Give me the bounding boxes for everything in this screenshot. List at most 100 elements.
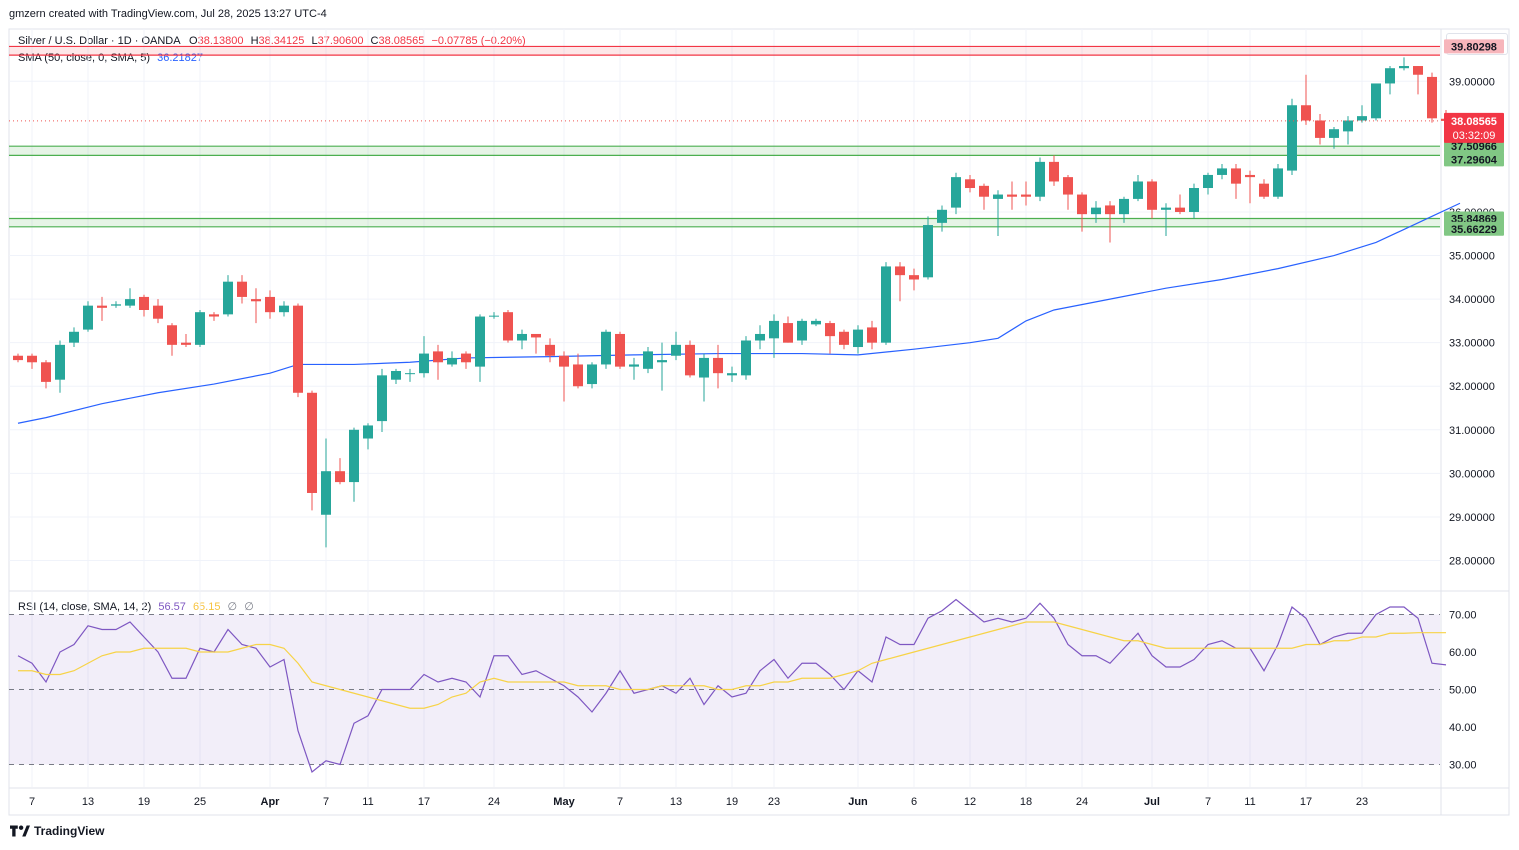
resistance-band [9,46,1440,56]
time-tick-label: 13 [82,796,94,808]
candle-body [797,320,807,341]
sma-label[interactable]: SMA (50, close, 0, SMA, 5) [18,52,151,64]
rsi-tick-label: 60.00 [1449,647,1477,659]
grid-lines [9,29,1440,787]
support-lower-label: 35.84869 [1451,214,1497,226]
candle-body [391,370,401,380]
candle-body [251,299,261,302]
time-tick-label: 23 [1356,796,1368,808]
rsi-tick-label: 30.00 [1449,760,1477,772]
support-lower-band [9,218,1440,227]
price-tick-label: 33.00000 [1449,338,1495,350]
time-tick-label: 24 [488,796,500,808]
symbol-name[interactable]: Silver / U.S. Dollar · 1D · OANDA [18,35,180,47]
tradingview-branding[interactable]: TradingView [10,824,104,838]
close-value: 38.08565 [378,35,425,47]
candle-body [405,373,415,375]
candle-body [97,305,107,308]
candle-body [153,305,163,319]
rsi-value: 56.57 [158,601,186,613]
candle-body [1273,168,1283,197]
candle-body [265,296,275,313]
level-bands [9,45,1440,228]
time-tick-label: 18 [1020,796,1032,808]
footer-brand: TradingView [34,824,105,838]
time-tick-label: 25 [194,796,206,808]
candle-body [545,344,555,356]
rsi-tick-label: 50.00 [1449,685,1477,697]
last-price-label: 38.08565 [1451,116,1497,128]
candle-body [69,331,79,343]
time-tick-label: 19 [138,796,150,808]
candle-body [237,281,247,297]
candle-body [111,304,121,306]
candle-body [1203,174,1213,189]
open-label: O [189,35,198,47]
rsi-sma-value: 65.15 [192,601,221,613]
candle-body [223,281,233,315]
candle-body [909,275,919,280]
candle-body [433,351,443,363]
candle-body [293,305,303,393]
rsi-line [17,598,1447,774]
candle-body [755,333,765,341]
time-tick-label: 19 [726,796,738,808]
candle-body [993,194,1003,199]
candle-body [1133,181,1143,199]
currency-button[interactable]: USD [1446,33,1508,55]
candle-body [1007,194,1017,197]
candle-body [209,314,219,317]
rsi-extra-2: ∅ [244,601,254,613]
candle-body [937,209,947,223]
support-lower-label-bg [1444,211,1504,226]
candle-body [839,331,849,345]
candle-body [1161,207,1171,210]
candle-body [1357,116,1367,121]
time-tick-label: Jul [1144,796,1160,808]
candle-body [363,425,373,439]
change-value: −0.07785 (−0.20%) [431,35,526,47]
tradingview-logo-icon [10,825,30,837]
price-tick-label: 31.00000 [1449,425,1495,437]
candle-body [13,355,23,361]
price-tick-label: 28.00000 [1449,556,1495,568]
time-tick-label: 7 [617,796,623,808]
support-upper-label-bg [1444,139,1504,154]
candle-body [27,355,37,363]
candle-body [1371,83,1381,119]
candle-body [41,362,51,382]
time-tick-label: 7 [29,796,35,808]
candle-body [531,333,541,338]
time-tick-label: Apr [261,796,281,808]
time-tick-label: Jun [848,796,868,808]
time-tick-label: 17 [418,796,430,808]
candle-body [1441,118,1451,121]
price-tick-label: 34.00000 [1449,294,1495,306]
time-tick-label: 12 [964,796,976,808]
rsi-band [9,614,1440,765]
time-tick-label: 7 [1205,796,1211,808]
time-tick-label: 11 [362,796,373,808]
price-tick-label: 30.00000 [1449,468,1495,480]
candle-body [727,373,737,376]
candle-body [377,375,387,422]
time-tick-label: May [553,796,575,808]
candle-body [125,299,135,306]
candle-body [475,316,485,367]
time-tick-label: 13 [670,796,682,808]
candle-body [83,305,93,330]
candle-body [867,327,877,343]
candle-body [489,315,499,317]
candle-body [517,333,527,341]
low-value: 37.90600 [317,35,364,47]
close-label: C [370,35,379,47]
candle-body [643,351,653,369]
rsi-extra-1: ∅ [227,601,238,613]
chart-frame [8,28,1510,816]
sma-value: 36.21827 [157,52,204,64]
candle-body [783,323,793,343]
candle-body [881,266,891,343]
rsi-label[interactable]: RSI (14, close, SMA, 14, 2) [18,601,152,613]
open-value: 38.13800 [197,35,244,47]
